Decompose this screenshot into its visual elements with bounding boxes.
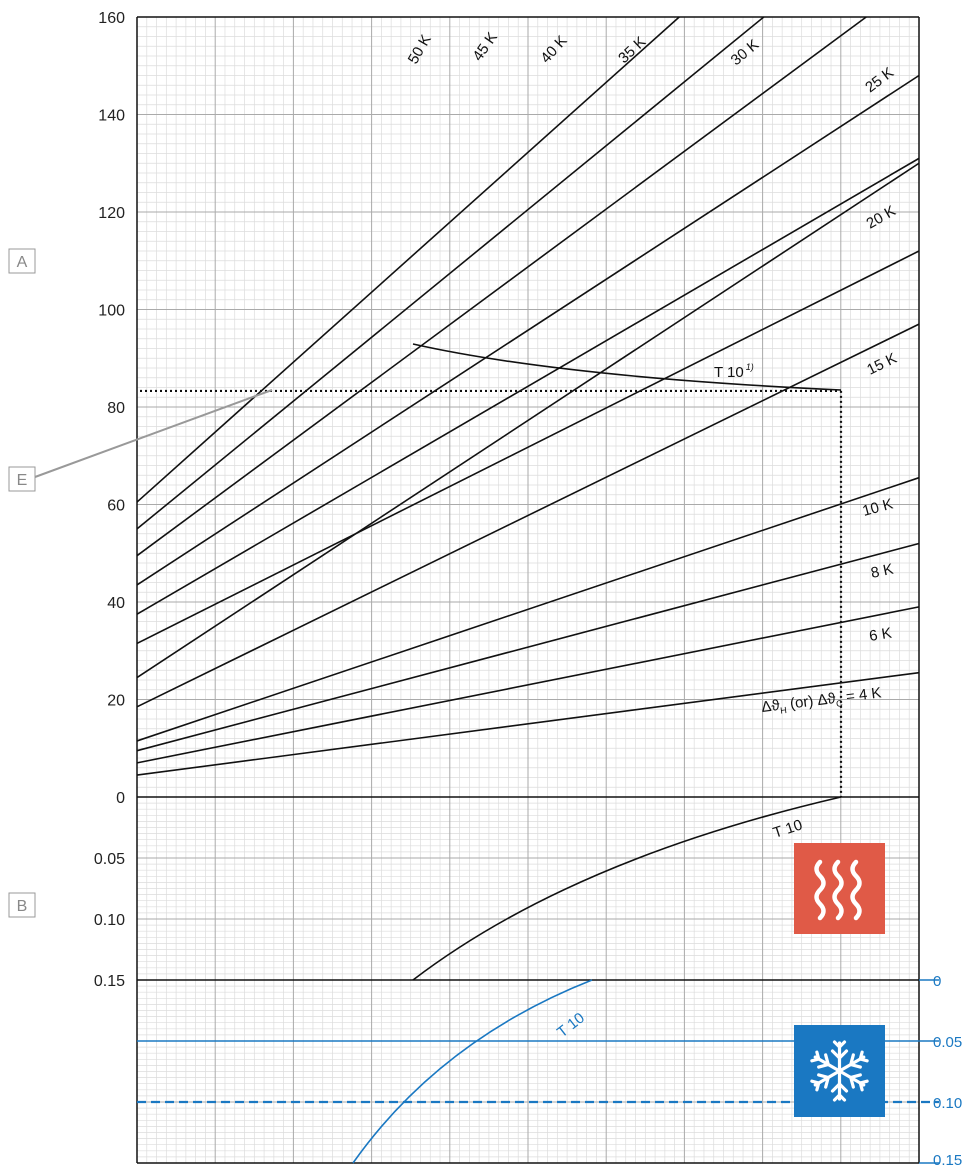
- tick-label-a-3: 60: [107, 498, 125, 515]
- series-line-35k: [136, 74, 920, 586]
- t10-label-c: T 10: [554, 1009, 588, 1041]
- axis-curve-sub-c: C: [836, 698, 844, 709]
- box-label-e-text: E: [17, 472, 28, 489]
- series-line-20k: [136, 162, 920, 679]
- t10-curve-c: [352, 979, 593, 1164]
- axis-curve-prefix: Δϑ: [760, 697, 781, 716]
- box-label-b-text: B: [17, 898, 28, 915]
- t10-label-a: T 10 1): [714, 362, 754, 381]
- series-label-40k: 40 K: [537, 32, 570, 66]
- panel-a-series: [136, 16, 920, 776]
- series-line-6k: [136, 606, 920, 764]
- series-line-30k: [136, 157, 920, 615]
- tick-label-a-2: 40: [107, 595, 125, 612]
- series-line-40k: [136, 16, 867, 557]
- box-label-a-text: A: [17, 254, 28, 271]
- tick-label-a-5: 100: [98, 303, 125, 320]
- series-line-45k: [136, 16, 765, 530]
- tick-labels: 0 20 40 60 80 100 120 140 160 0.05 0.10 0.15 0 0.05 0.…: [94, 10, 962, 1169]
- tick-label-a-6: 120: [98, 205, 125, 222]
- overlay: [137, 343, 939, 1164]
- tick-label-b-2: 0.10: [94, 912, 125, 929]
- series-label-45k: 45 K: [469, 29, 501, 64]
- axis-curve-sub-h: H: [780, 705, 788, 716]
- series-line-50k: [136, 16, 680, 503]
- tick-label-b-3: 0.15: [94, 973, 125, 990]
- tick-label-c-1: 0.05: [933, 1034, 962, 1051]
- axis-curve-suffix: = 4 K: [841, 684, 882, 706]
- snowflake-icon: [794, 1025, 885, 1117]
- tick-label-a-8: 160: [98, 10, 125, 27]
- t10-label-a-sup: 1): [746, 362, 754, 372]
- t10-curve-a: [412, 343, 842, 391]
- series-line-4k: [136, 671, 920, 776]
- heating-icon: [794, 843, 885, 934]
- series-label-15k: 15 K: [864, 350, 899, 379]
- tick-label-a-7: 140: [98, 108, 125, 125]
- series-line-10k: [136, 476, 920, 742]
- tick-label-c-0: 0: [933, 973, 941, 990]
- t10-label-a-text: T 10: [714, 364, 744, 381]
- tick-label-a-0: 0: [116, 790, 125, 807]
- series-label-20k: 20 K: [864, 202, 899, 232]
- axis-curve-label: ΔϑH (or) ΔϑC = 4 K: [760, 684, 882, 718]
- series-label-8k: 8 K: [869, 561, 895, 582]
- series-label-35k: 35 K: [615, 33, 649, 66]
- box-label-a: A: [8, 248, 36, 274]
- axis-curve-mid: (or) Δϑ: [785, 690, 837, 713]
- series-line-25k: [136, 250, 920, 645]
- tick-label-a-4: 80: [107, 400, 125, 417]
- series-label-6k: 6 K: [868, 625, 893, 645]
- t10-curve-b: [412, 796, 842, 981]
- tick-label-c-2: 0.10: [933, 1095, 962, 1112]
- tick-label-a-1: 20: [107, 693, 125, 710]
- box-label-b: B: [8, 892, 36, 918]
- tick-label-b-1: 0.05: [94, 851, 125, 868]
- series-label-30k: 30 K: [728, 36, 763, 69]
- t10-label-b: T 10: [771, 816, 805, 841]
- plot-frame: [136, 16, 920, 1164]
- box-label-e: E: [8, 389, 273, 492]
- tick-label-c-3: 0.15: [933, 1152, 962, 1169]
- series-line-8k: [136, 542, 920, 752]
